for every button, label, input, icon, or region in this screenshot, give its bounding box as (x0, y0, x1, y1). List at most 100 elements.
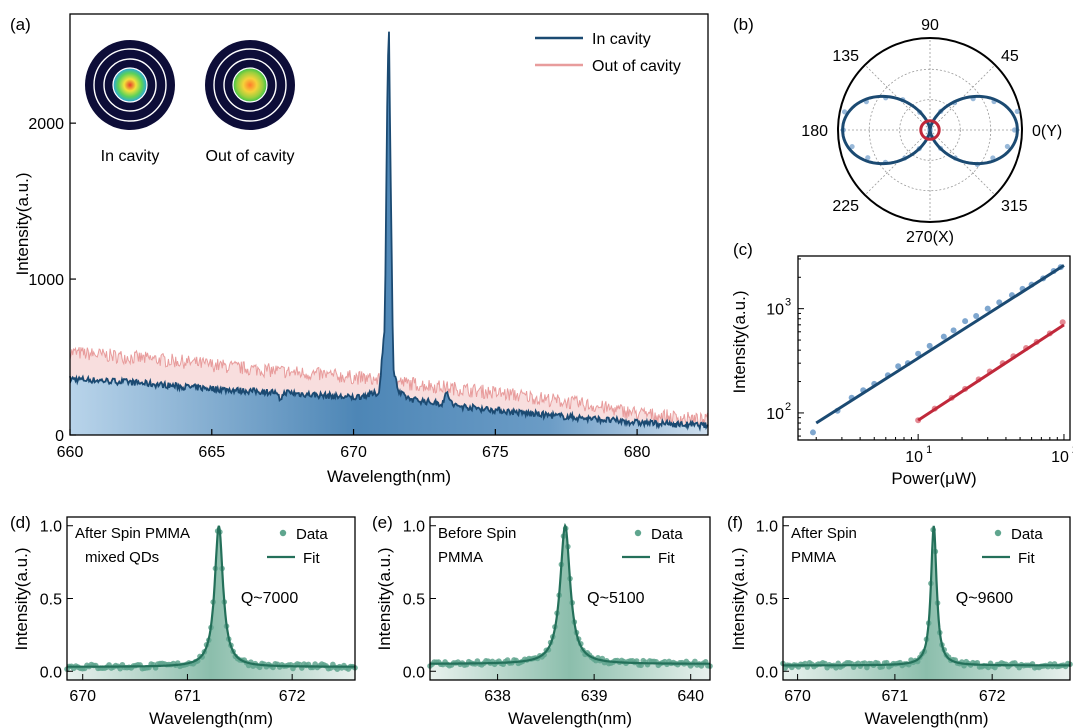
peak-fit-line (430, 522, 711, 665)
y-tick-label: 0.0 (756, 664, 778, 681)
peak-fill (783, 525, 1070, 680)
panel-a: (a) 660 665 670 675 680 0 1000 2000 Wavelength… (10, 13, 709, 486)
y-tick-label: 1.0 (40, 519, 62, 536)
x-tick-label: 665 (198, 444, 225, 461)
panel-a-legend: In cavity Out of cavity (535, 31, 681, 75)
inset-in-cavity: In cavity (85, 40, 175, 165)
peak-fill (67, 525, 355, 680)
polar-grid-ring (899, 99, 961, 161)
x-tick-label: 670 (69, 688, 96, 705)
peak-fit-line (67, 525, 355, 668)
power-fit-line (917, 323, 1065, 422)
x-tick-exponent: 1 (926, 444, 932, 456)
annotation-line-1: After Spin PMMA (75, 525, 190, 542)
legend-data: Data (651, 526, 683, 543)
x-tick-label: 670 (784, 688, 811, 705)
inset-label-in-cavity: In cavity (101, 148, 160, 165)
x-tick-label: 10 (905, 449, 923, 466)
legend-data: Data (1011, 526, 1043, 543)
polar-data-point (841, 109, 848, 115)
y-tick-exponent: 3 (785, 297, 791, 309)
in-cavity-line (69, 31, 709, 432)
annotation-line-2: mixed QDs (85, 549, 159, 566)
y-tick-label: 1000 (28, 272, 64, 289)
in-cavity-area (70, 31, 708, 435)
legend-fit: Fit (1018, 550, 1035, 567)
panel-c-ylabel: Intensity(a.u.) (730, 291, 749, 394)
annotation-line-2: PMMA (438, 549, 483, 566)
q-factor-label: Q~9600 (956, 590, 1013, 607)
panel-label-f: (f) (727, 513, 743, 532)
panel-d-xlabel: Wavelength(nm) (149, 709, 273, 728)
panel-b: (b) 90 45 0(Y) 315 270(X) 225 180 135 (733, 15, 1062, 246)
x-tick-label: 640 (677, 688, 704, 705)
x-tick-label: 10 (1051, 449, 1069, 466)
panel-f-ylabel: Intensity(a.u.) (729, 548, 748, 651)
power-data-point (940, 333, 947, 340)
power-data-point (984, 305, 991, 312)
polar-angle-label: 135 (832, 48, 859, 65)
polar-angle-label: 45 (1001, 48, 1019, 65)
inset-in-cavity-spot (113, 68, 147, 102)
power-data-point (915, 350, 922, 357)
panel-d: (d) 670 671 672 0.0 0.5 1.0 Wavelength(nm) Inten… (10, 513, 358, 728)
q-factor-label: Q~7000 (241, 590, 298, 607)
panel-c: (c) 101102102103 Power(μW) Intensity(a.u… (730, 240, 1073, 488)
panel-label-a: (a) (10, 15, 31, 34)
polar-angle-label: 180 (801, 123, 828, 140)
panel-label-d: (d) (10, 513, 31, 532)
legend-data-marker (994, 529, 1002, 537)
panel-b-polar-plot: 90 45 0(Y) 315 270(X) 225 180 135 (801, 17, 1062, 246)
legend-data-marker (634, 529, 642, 537)
power-data-point (962, 318, 969, 325)
x-tick-label: 672 (279, 688, 306, 705)
annotation-line-2: PMMA (791, 549, 836, 566)
x-tick-label: 639 (581, 688, 608, 705)
legend-fit: Fit (303, 550, 320, 567)
power-data-point (926, 342, 933, 349)
y-tick-label: 10 (766, 406, 784, 423)
y-tick-label: 0 (55, 428, 64, 445)
y-tick-label: 10 (766, 302, 784, 319)
power-data-point (1059, 319, 1066, 326)
panel-f: (f) 670 671 672 0.0 0.5 1.0 Wavelength(nm) Inten… (727, 513, 1073, 728)
panel-e: (e) 638 639 640 0.0 0.5 1.0 Wavelength(nm) Inten… (372, 513, 713, 728)
panel-a-frame (69, 13, 709, 436)
panel-d-ylabel: Intensity(a.u.) (12, 548, 31, 651)
panel-c-frame (797, 255, 1071, 441)
y-tick-label: 0.0 (40, 664, 62, 681)
polar-data-point (1004, 143, 1010, 150)
polar-data-point (865, 155, 871, 161)
x-tick-label: 671 (882, 688, 909, 705)
panel-label-e: (e) (372, 513, 393, 532)
polar-angle-label: 90 (921, 17, 939, 34)
polar-out-of-cavity (919, 119, 941, 141)
panel-a-y-ticks: 0 1000 2000 (28, 116, 76, 445)
polar-data-point (849, 143, 855, 150)
x-tick-label: 671 (174, 688, 201, 705)
q-factor-label: Q~5100 (587, 590, 644, 607)
power-data-point (973, 313, 980, 320)
x-tick-label: 660 (57, 444, 84, 461)
legend-in-cavity: In cavity (592, 31, 651, 48)
peak-panels: (d) 670 671 672 0.0 0.5 1.0 Wavelength(nm) Inten… (10, 513, 1073, 728)
legend-data: Data (296, 526, 328, 543)
x-tick-label: 670 (340, 444, 367, 461)
panel-e-xlabel: Wavelength(nm) (508, 709, 632, 728)
legend-data-marker (279, 529, 287, 537)
polar-angle-label: 225 (832, 198, 859, 215)
power-data-point (950, 327, 957, 334)
inset-label-out-of-cavity: Out of cavity (206, 148, 295, 165)
power-fit-line (815, 264, 1065, 425)
panel-a-ylabel: Intensity(a.u.) (13, 173, 32, 276)
peak-data-point (985, 664, 992, 671)
y-tick-label: 1.0 (403, 519, 425, 536)
polar-angle-label: 0(Y) (1032, 123, 1062, 140)
y-tick-label: 1.0 (756, 519, 778, 536)
power-data-point (895, 363, 902, 370)
x-tick-label: 680 (624, 444, 651, 461)
y-tick-exponent: 2 (785, 401, 791, 413)
x-tick-exponent: 2 (1072, 444, 1073, 456)
panel-c-plot-area (809, 264, 1066, 436)
